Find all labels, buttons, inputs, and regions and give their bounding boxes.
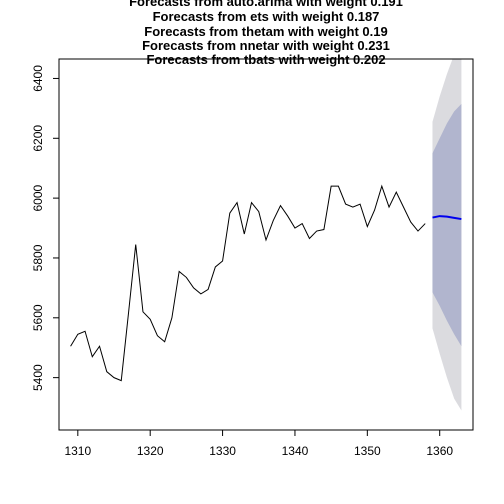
x-tick-label: 1360: [426, 444, 453, 458]
x-tick-label: 1350: [354, 444, 381, 458]
x-axis: 1310 1320 1330 1340 1350 1360: [64, 429, 453, 458]
x-tick-label: 1310: [64, 444, 91, 458]
forecast-mean-line: [432, 215, 462, 221]
y-tick-label: 6200: [31, 125, 45, 152]
x-tick-label: 1330: [209, 444, 236, 458]
title-line-1: Forecasts from auto.arima with weight 0.…: [129, 0, 403, 9]
plot-frame: [58, 58, 474, 431]
x-tick-label: 1320: [137, 444, 164, 458]
title-line-4: Forecasts from nnetar with weight 0.231: [142, 38, 390, 53]
history-series-line: [70, 184, 426, 382]
plot-area: [70, 59, 462, 411]
y-tick-label: 6400: [31, 65, 45, 92]
y-tick-label: 6000: [31, 184, 45, 211]
title-line-3: Forecasts from thetam with weight 0.19: [144, 24, 387, 39]
y-axis: 5400 5600 5800 6000 6200 6400: [31, 65, 60, 391]
title-line-2: Forecasts from ets with weight 0.187: [153, 9, 380, 24]
prediction-band-80: [432, 103, 462, 347]
y-tick-label: 5600: [31, 304, 45, 331]
y-tick-label: 5400: [31, 364, 45, 391]
x-tick-label: 1340: [282, 444, 309, 458]
y-tick-label: 5800: [31, 244, 45, 271]
chart-title: Forecasts from auto.arima with weight 0.…: [129, 0, 403, 67]
